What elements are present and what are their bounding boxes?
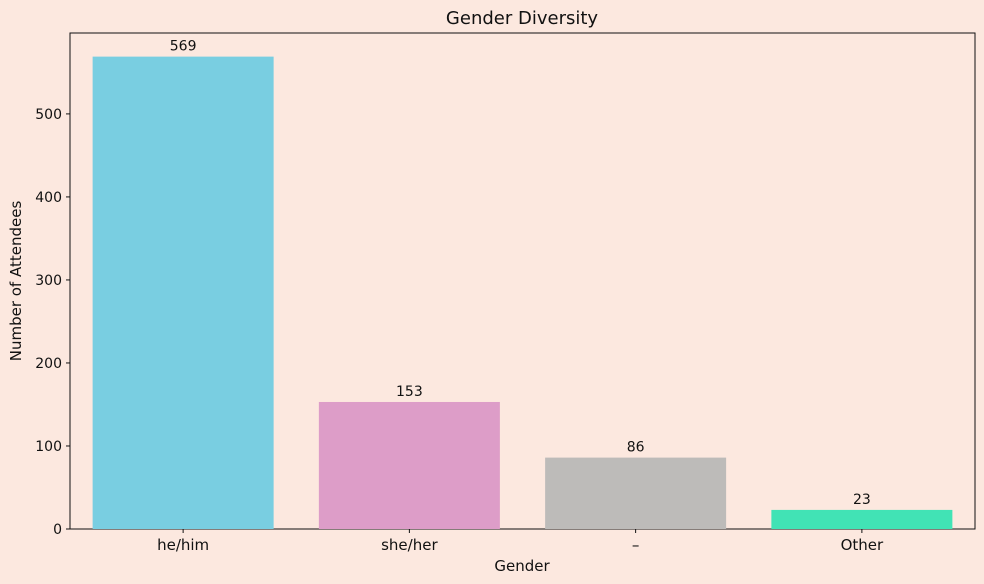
y-tick-label-4: 400 — [35, 190, 62, 206]
x-tick-label-1: she/her — [381, 536, 438, 554]
bar-3 — [771, 509, 953, 529]
x-tick-label-2: – — [632, 536, 640, 554]
plot-frame — [69, 32, 976, 530]
bar-value-label-0: 569 — [170, 39, 197, 55]
y-axis: 0 100 200 300 400 500 — [35, 107, 70, 538]
y-tick-label-0: 0 — [53, 522, 62, 538]
x-axis-label: Gender — [494, 557, 550, 575]
bar-2 — [545, 457, 727, 529]
y-tick-label-2: 200 — [35, 356, 62, 372]
bar-value-label-3: 23 — [853, 492, 871, 508]
y-tick-label-1: 100 — [35, 439, 62, 455]
bar-value-label-2: 86 — [627, 440, 645, 456]
value-labels-group: 569 153 86 23 — [170, 39, 871, 508]
y-tick-label-5: 500 — [35, 107, 62, 123]
bars-group — [92, 56, 953, 529]
chart-title: Gender Diversity — [446, 8, 598, 29]
bar-0 — [92, 56, 274, 529]
x-axis: he/him she/her – Other — [157, 529, 884, 554]
x-tick-label-3: Other — [841, 536, 884, 554]
y-tick-label-3: 300 — [35, 273, 62, 289]
y-axis-label: Number of Attendees — [7, 201, 25, 362]
bar-1 — [318, 401, 500, 529]
bar-value-label-1: 153 — [396, 384, 423, 400]
plot-area — [69, 32, 976, 530]
x-tick-label-0: he/him — [157, 536, 209, 554]
